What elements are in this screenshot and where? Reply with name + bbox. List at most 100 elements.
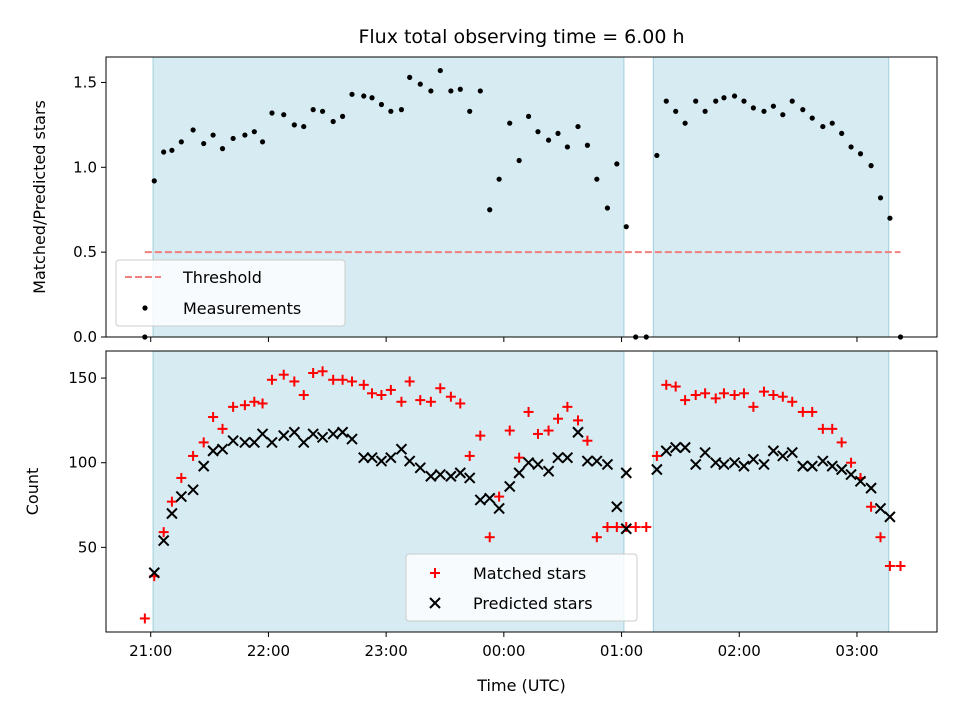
- predicted-star-point: [845, 468, 857, 481]
- x-tick-label: 21:00: [129, 642, 172, 660]
- measurement-point: [839, 130, 845, 136]
- predicted-star-point: [484, 492, 496, 504]
- measurement-point: [673, 108, 679, 114]
- bottom-panel-frame: [105, 350, 938, 633]
- measurement-point: [361, 93, 367, 99]
- predicted-star-point: [187, 484, 199, 496]
- matched-star-point: [827, 423, 838, 434]
- measurement-points: [142, 67, 904, 340]
- predicted-star-point: [679, 441, 691, 454]
- predicted-star-point: [689, 458, 702, 471]
- predicted-star-point: [817, 455, 829, 467]
- bottom-x-ticks: 21:00 22:00 23:00 00:00 01:00 02:00 03:00: [129, 632, 879, 660]
- measurement-point: [339, 113, 346, 119]
- predicted-star-point: [620, 523, 632, 535]
- bottom-shaded-spans: [152, 350, 890, 633]
- matched-star-point: [367, 388, 378, 399]
- matched-star-point: [317, 366, 328, 377]
- matched-star-point: [680, 395, 691, 406]
- matched-star-point: [729, 390, 740, 401]
- matched-star-point: [817, 423, 828, 434]
- matched-star-point: [884, 560, 895, 571]
- predicted-star-point: [227, 435, 239, 447]
- measurement-point: [713, 98, 719, 104]
- predicted-star-point: [493, 502, 505, 515]
- matched-star-point: [464, 450, 475, 461]
- measurement-point: [623, 224, 629, 230]
- measurement-point: [378, 101, 385, 108]
- measurement-point: [516, 157, 522, 164]
- predicted-star-point: [591, 455, 603, 467]
- matched-star-point: [385, 384, 396, 395]
- matched-star-point: [797, 406, 808, 417]
- measurement-point: [800, 107, 806, 113]
- matched-star-point: [208, 412, 219, 423]
- matched-star-point: [337, 374, 348, 385]
- legend-measurement-label: Measurements: [183, 299, 301, 318]
- shaded-span-1: [652, 350, 890, 633]
- measurement-point: [467, 108, 473, 114]
- measurement-point: [564, 144, 571, 150]
- legend-measurement-swatch: [142, 305, 148, 311]
- matched-star-point: [700, 388, 711, 399]
- matched-star-point: [475, 430, 486, 441]
- measurement-point: [496, 176, 502, 182]
- predicted-star-point: [758, 458, 770, 471]
- legend-box: [115, 259, 346, 327]
- matched-star-point: [158, 527, 169, 538]
- predicted-star-point: [358, 451, 370, 464]
- predicted-star-point: [385, 451, 397, 464]
- predicted-star-point: [572, 426, 584, 438]
- matched-star-point: [718, 388, 729, 399]
- x-tick-label: 03:00: [835, 642, 878, 660]
- legend-predicted-swatch: [429, 597, 441, 609]
- bottom-legend: Matched stars Predicted stars: [405, 553, 638, 622]
- predicted-star-point: [854, 475, 867, 488]
- measurement-point: [887, 215, 893, 221]
- predicted-star-point: [166, 507, 178, 520]
- matched-star-point: [748, 401, 759, 412]
- measurement-point: [731, 93, 738, 99]
- top-y-axis-label: Matched/Predicted stars: [30, 100, 49, 294]
- predicted-star-point: [157, 534, 170, 547]
- matched-star-point: [278, 369, 289, 380]
- measurement-point: [487, 207, 493, 213]
- predicted-star-point: [542, 465, 555, 477]
- measurement-point: [210, 132, 216, 138]
- measurement-point: [301, 123, 307, 130]
- bottom-y-axis-label: Count: [23, 468, 42, 516]
- predicted-star-point: [806, 460, 818, 472]
- predicted-star-point: [366, 451, 378, 464]
- measurement-point: [178, 139, 184, 145]
- predicted-star-point: [611, 501, 623, 513]
- x-tick-label: 02:00: [718, 642, 761, 660]
- y-tick-label: 150: [68, 369, 97, 387]
- measurement-point: [151, 178, 157, 184]
- measurement-point: [555, 130, 561, 136]
- predicted-star-point: [532, 458, 544, 471]
- measurement-point: [721, 95, 727, 101]
- matched-star-point: [710, 393, 721, 404]
- predicted-star-point: [288, 426, 301, 438]
- measurement-point: [702, 108, 708, 114]
- predicted-star-point: [454, 467, 467, 479]
- y-tick-label: 100: [68, 454, 97, 472]
- top-y-ticks: 0.0 0.5 1.0 1.5: [73, 73, 106, 346]
- predicted-star-point: [327, 428, 339, 440]
- predicted-star-point: [307, 428, 319, 440]
- matched-star-point: [738, 388, 749, 399]
- predicted-star-point: [601, 458, 614, 471]
- matched-star-point: [582, 435, 593, 446]
- measurement-point: [594, 176, 600, 182]
- matched-star-point: [425, 396, 436, 407]
- matched-star-point: [866, 501, 877, 512]
- predicted-star-point: [884, 511, 896, 523]
- matched-star-point: [807, 406, 818, 417]
- measurement-point: [407, 74, 413, 80]
- matched-star-point: [415, 395, 426, 406]
- predicted-star-point: [835, 463, 848, 476]
- measurement-point: [169, 147, 175, 153]
- predicted-star-point: [425, 470, 437, 482]
- predicted-star-point: [464, 472, 476, 484]
- predicted-star-point: [278, 429, 290, 442]
